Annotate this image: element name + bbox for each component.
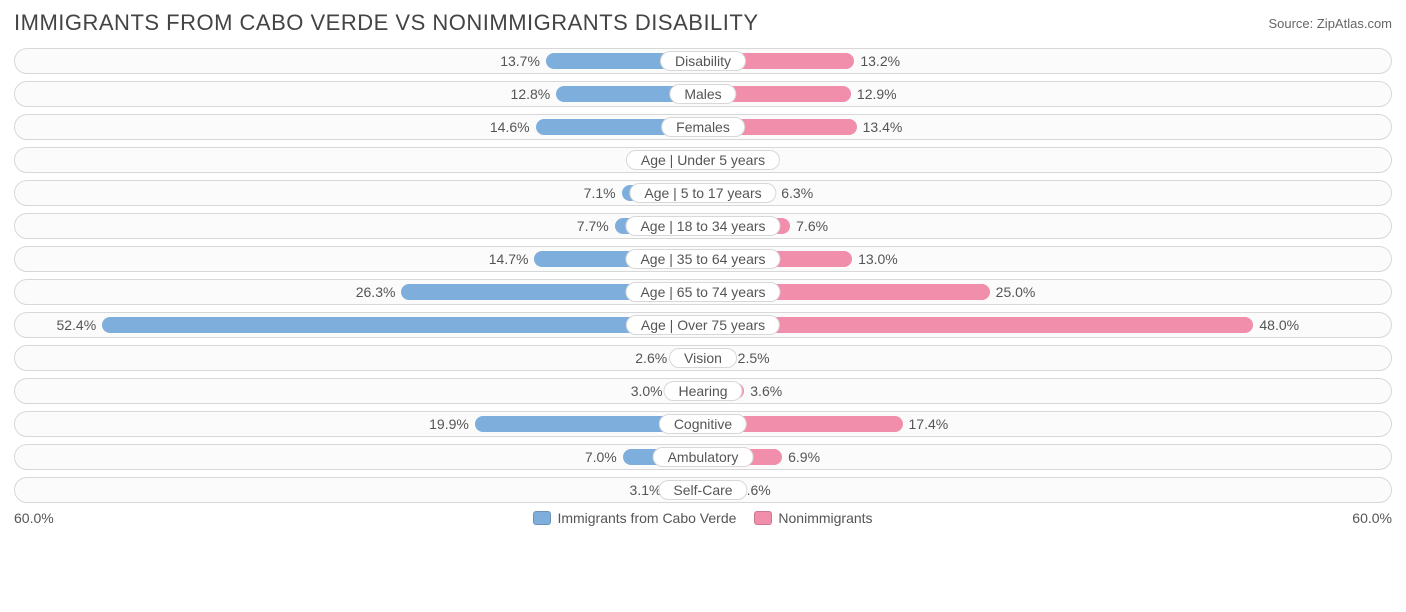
value-right: 48.0% [1259, 317, 1299, 333]
value-left: 7.1% [584, 185, 616, 201]
chart-row: 3.1%2.6%Self-Care [14, 477, 1392, 503]
value-right: 12.9% [857, 86, 897, 102]
value-right: 13.0% [858, 251, 898, 267]
legend: Immigrants from Cabo Verde Nonimmigrants [74, 510, 1332, 526]
axis-max-left: 60.0% [14, 510, 74, 526]
value-left: 7.7% [577, 218, 609, 234]
value-left: 3.0% [631, 383, 663, 399]
legend-label-right: Nonimmigrants [778, 510, 872, 526]
legend-swatch-left [533, 511, 551, 525]
value-right: 13.2% [860, 53, 900, 69]
category-label: Age | Under 5 years [626, 150, 780, 170]
value-right: 17.4% [909, 416, 949, 432]
legend-swatch-right [754, 511, 772, 525]
chart-row: 19.9% 17.4% Cognitive [14, 411, 1392, 437]
category-label: Self-Care [658, 480, 747, 500]
category-label: Age | 5 to 17 years [629, 183, 776, 203]
value-left: 3.1% [630, 482, 662, 498]
chart-row: 14.7% 13.0% Age | 35 to 64 years [14, 246, 1392, 272]
page-title: IMMIGRANTS FROM CABO VERDE VS NONIMMIGRA… [14, 10, 759, 36]
chart-row: 7.1% 6.3% Age | 5 to 17 years [14, 180, 1392, 206]
chart-row: 12.8% 12.9% Males [14, 81, 1392, 107]
category-label: Disability [660, 51, 746, 71]
value-left: 7.0% [585, 449, 617, 465]
category-label: Cognitive [659, 414, 747, 434]
category-label: Females [661, 117, 745, 137]
chart-row: 26.3% 25.0% Age | 65 to 74 years [14, 279, 1392, 305]
chart-row: 52.4% 48.0% Age | Over 75 years [14, 312, 1392, 338]
category-label: Hearing [663, 381, 742, 401]
category-label: Ambulatory [653, 447, 754, 467]
legend-label-left: Immigrants from Cabo Verde [557, 510, 736, 526]
bar-right [703, 317, 1253, 333]
value-right: 2.5% [738, 350, 770, 366]
chart-row: 2.6% 2.5%Vision [14, 345, 1392, 371]
category-label: Age | Over 75 years [626, 315, 780, 335]
value-left: 12.8% [511, 86, 551, 102]
category-label: Age | 65 to 74 years [625, 282, 780, 302]
value-left: 52.4% [56, 317, 96, 333]
diverging-bar-chart: 13.7% 13.2% Disability 12.8% 12.9% Males 14.6%… [14, 48, 1392, 503]
category-label: Vision [669, 348, 737, 368]
value-left: 14.6% [490, 119, 530, 135]
chart-row: 1.7%1.6%Age | Under 5 years [14, 147, 1392, 173]
category-label: Age | 35 to 64 years [625, 249, 780, 269]
value-left: 19.9% [429, 416, 469, 432]
value-left: 14.7% [489, 251, 529, 267]
legend-item-left: Immigrants from Cabo Verde [533, 510, 736, 526]
value-left: 26.3% [356, 284, 396, 300]
chart-row: 14.6% 13.4% Females [14, 114, 1392, 140]
chart-row: 13.7% 13.2% Disability [14, 48, 1392, 74]
chart-row: 7.0% 6.9% Ambulatory [14, 444, 1392, 470]
value-right: 3.6% [750, 383, 782, 399]
value-right: 25.0% [996, 284, 1036, 300]
chart-row: 3.0% 3.6% Hearing [14, 378, 1392, 404]
value-right: 7.6% [796, 218, 828, 234]
bar-left [102, 317, 703, 333]
category-label: Age | 18 to 34 years [625, 216, 780, 236]
value-left: 13.7% [500, 53, 540, 69]
value-right: 6.9% [788, 449, 820, 465]
value-right: 13.4% [863, 119, 903, 135]
category-label: Males [669, 84, 736, 104]
axis-max-right: 60.0% [1332, 510, 1392, 526]
value-right: 6.3% [781, 185, 813, 201]
source-label: Source: ZipAtlas.com [1268, 16, 1392, 31]
value-left: 2.6% [635, 350, 667, 366]
chart-row: 7.7% 7.6% Age | 18 to 34 years [14, 213, 1392, 239]
legend-item-right: Nonimmigrants [754, 510, 872, 526]
